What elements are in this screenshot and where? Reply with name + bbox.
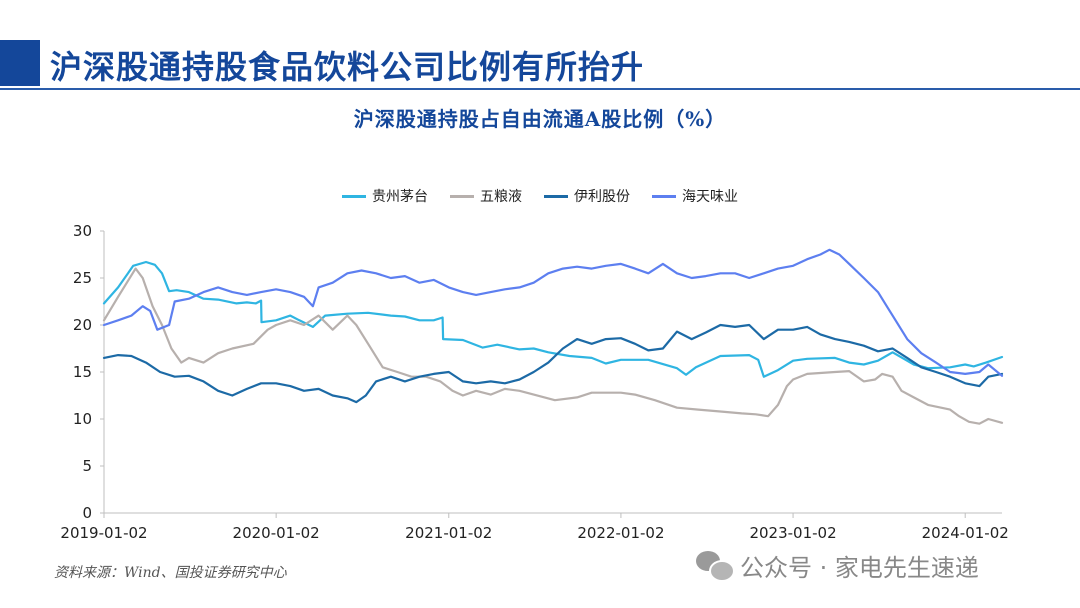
title-accent-bar xyxy=(0,40,40,86)
series-line-2 xyxy=(102,267,1004,425)
wechat-icon xyxy=(696,550,735,582)
x-tick-label: 2019-01-02 xyxy=(60,524,147,542)
legend-swatch xyxy=(544,194,568,198)
x-tick-label: 2024-01-02 xyxy=(922,524,1009,542)
source-note: 资料来源：Wind、国投证券研究中心 xyxy=(54,565,287,581)
legend-item: 五粮液 xyxy=(450,186,522,206)
legend-item: 贵州茅台 xyxy=(342,186,428,206)
watermark: 公众号 · 家电先生速递 xyxy=(696,548,979,583)
title-underline xyxy=(0,88,1080,90)
legend-swatch xyxy=(342,194,366,198)
series-line-1 xyxy=(102,260,1004,378)
y-tick-label: 15 xyxy=(73,363,92,381)
page-title: 沪深股通持股食品饮料公司比例有所抬升 xyxy=(50,48,645,86)
legend-label: 五粮液 xyxy=(480,189,522,205)
series-line-4 xyxy=(102,248,1004,377)
y-tick-label: 10 xyxy=(73,410,92,428)
x-tick-label: 2020-01-02 xyxy=(233,524,320,542)
legend-item: 伊利股份 xyxy=(544,186,630,206)
legend-swatch xyxy=(450,194,474,198)
y-tick-label: 0 xyxy=(82,504,92,522)
y-tick-label: 5 xyxy=(82,457,92,475)
y-tick-label: 20 xyxy=(73,316,92,334)
watermark-text: 公众号 · 家电先生速递 xyxy=(740,554,979,582)
legend-item: 海天味业 xyxy=(652,186,738,206)
chart-title: 沪深股通持股占自由流通A股比例（%） xyxy=(353,107,727,131)
x-tick-label: 2023-01-02 xyxy=(749,524,836,542)
y-tick-label: 25 xyxy=(73,269,92,287)
x-tick-label: 2022-01-02 xyxy=(577,524,664,542)
series-line-3 xyxy=(102,323,1004,404)
legend-swatch xyxy=(652,194,676,198)
x-tick-label: 2021-01-02 xyxy=(405,524,492,542)
chart-legend: 贵州茅台 五粮液 伊利股份 海天味业 xyxy=(0,186,1080,206)
legend-label: 贵州茅台 xyxy=(372,189,428,205)
y-tick-label: 30 xyxy=(73,222,92,240)
legend-label: 伊利股份 xyxy=(574,189,630,205)
legend-label: 海天味业 xyxy=(682,189,738,205)
